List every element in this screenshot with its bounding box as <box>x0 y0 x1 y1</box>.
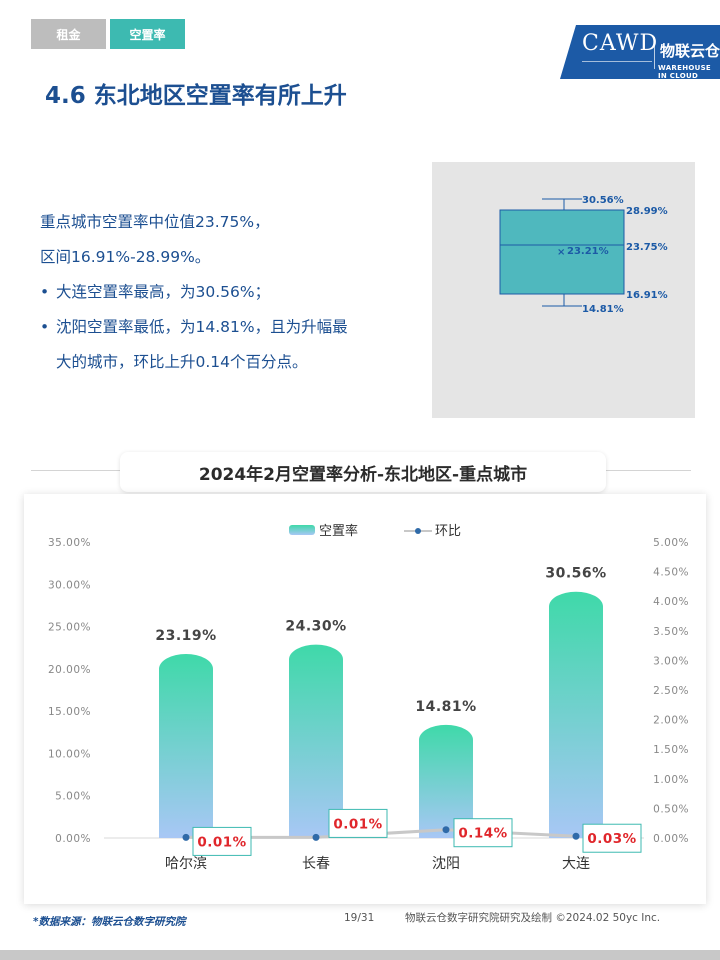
boxplot-mean-label: 23.21% <box>567 246 609 257</box>
y-left-tick-label: 15.00% <box>48 706 91 718</box>
mom-point <box>442 826 450 834</box>
boxplot-box <box>499 209 625 295</box>
logo-brand-en: WAREHOUSE IN CLOUD <box>658 64 712 80</box>
mom-point <box>312 833 320 841</box>
logo-cawd-text: CAWD <box>582 31 659 56</box>
chart-svg: 空置率 环比 0.00% 5.00% 10.00% 15.00% 20.00% 25.00% 3… <box>48 523 689 872</box>
bar-沈阳 <box>419 724 473 838</box>
y-right-tick-label: 3.00% <box>653 655 689 667</box>
boxplot-mean-marker: × <box>557 247 565 258</box>
y-right-tick-label: 0.50% <box>653 803 689 815</box>
mom-value-label: 0.14% <box>458 826 507 842</box>
y-left-tick-label: 25.00% <box>48 622 91 634</box>
mom-value-label: 0.01% <box>333 816 382 832</box>
data-source: *数据来源：物联云仓数字研究院 <box>33 916 186 928</box>
y-right-tick-label: 0.00% <box>653 833 689 845</box>
mom-point <box>572 832 580 840</box>
mom-point <box>182 833 190 841</box>
page-title: 4.6 东北地区空置率有所上升 <box>45 83 347 109</box>
chart-title: 2024年2月空置率分析-东北地区-重点城市 <box>120 452 606 492</box>
y-right-tick-label: 3.50% <box>653 626 689 638</box>
x-tick-label: 大连 <box>562 856 590 872</box>
y-left-tick-label: 20.00% <box>48 664 91 676</box>
y-right-tick-label: 2.50% <box>653 685 689 697</box>
tab-vacancy-rate[interactable]: 空置率 <box>110 19 185 49</box>
summary-text: 重点城市空置率中位值23.75%， 区间16.91%-28.99%。 大连空置率… <box>40 205 430 380</box>
bar-value-label: 23.19% <box>155 628 216 644</box>
boxplot-median-label: 23.75% <box>626 242 668 253</box>
boxplot-min-label: 14.81% <box>582 304 624 315</box>
y-left-tick-label: 10.00% <box>48 748 91 760</box>
y-left-tick-label: 30.00% <box>48 579 91 591</box>
boxplot-svg: × 30.56% 28.99% 23.75% 23.21% 16.91% 14.… <box>499 195 668 315</box>
mom-label-box <box>582 823 642 853</box>
tab-rent[interactable]: 租金 <box>31 19 106 49</box>
boxplot-q1-label: 16.91% <box>626 290 668 301</box>
boxplot-max-label: 30.56% <box>582 195 624 206</box>
boxplot-q3-label: 28.99% <box>626 206 668 217</box>
y-right-tick-label: 1.50% <box>653 744 689 756</box>
x-tick-label: 沈阳 <box>432 856 460 872</box>
y-right-tick-label: 2.00% <box>653 715 689 727</box>
legend-bar-label: 空置率 <box>319 523 358 539</box>
summary-bullet-2: 沈阳空置率最低，为14.81%，且为升幅最 大的城市，环比上升0.14个百分点。 <box>40 310 430 380</box>
logo-brand-cn: 物联云仓 <box>660 42 720 60</box>
x-tick-label: 哈尔滨 <box>165 856 207 872</box>
y-right-tick-label: 4.00% <box>653 596 689 608</box>
bar-value-label: 30.56% <box>545 566 606 582</box>
bar-大连 <box>549 591 603 838</box>
bar-哈尔滨 <box>159 654 213 838</box>
summary-bullet-2-b: 大的城市，环比上升0.14个百分点。 <box>56 353 308 371</box>
y-left-tick-label: 35.00% <box>48 537 91 549</box>
y-right-tick-label: 5.00% <box>653 537 689 549</box>
y-right-tick-label: 4.50% <box>653 567 689 579</box>
chart-card: 空置率 环比 0.00% 5.00% 10.00% 15.00% 20.00% 25.00% 3… <box>24 494 706 904</box>
page-number: 19/31 <box>344 912 375 924</box>
legend-bar-swatch <box>289 525 315 535</box>
legend-line-point <box>415 528 421 534</box>
logo-divider <box>654 37 655 69</box>
mom-value-label: 0.03% <box>587 831 636 847</box>
mom-label-box <box>328 808 388 838</box>
x-tick-label: 长春 <box>302 856 330 872</box>
summary-bullet-2-a: 沈阳空置率最低，为14.81%，且为升幅最 <box>56 318 348 336</box>
bar-value-label: 24.30% <box>285 619 346 635</box>
y-right-tick-label: 1.00% <box>653 774 689 786</box>
summary-bullet-1: 大连空置率最高，为30.56%； <box>40 275 430 310</box>
mom-label-box <box>453 818 513 848</box>
mom-label-box <box>192 826 252 856</box>
logo: CAWD 物联云仓 WAREHOUSE IN CLOUD <box>560 25 720 79</box>
bottom-bar <box>0 950 720 960</box>
boxplot-panel: × 30.56% 28.99% 23.75% 23.21% 16.91% 14.… <box>432 162 695 418</box>
y-left-tick-label: 5.00% <box>55 791 91 803</box>
summary-line-1: 重点城市空置率中位值23.75%， <box>40 213 270 231</box>
legend-line-label: 环比 <box>435 524 461 539</box>
bar-value-label: 14.81% <box>415 699 476 715</box>
bar-长春 <box>289 644 343 838</box>
mom-value-label: 0.01% <box>197 834 246 850</box>
logo-underline <box>582 61 652 66</box>
summary-line-2: 区间16.91%-28.99%。 <box>40 248 211 266</box>
y-left-tick-label: 0.00% <box>55 833 91 845</box>
footer-credit: 物联云仓数字研究院研究及绘制 ©2024.02 50yc Inc. <box>405 912 661 924</box>
